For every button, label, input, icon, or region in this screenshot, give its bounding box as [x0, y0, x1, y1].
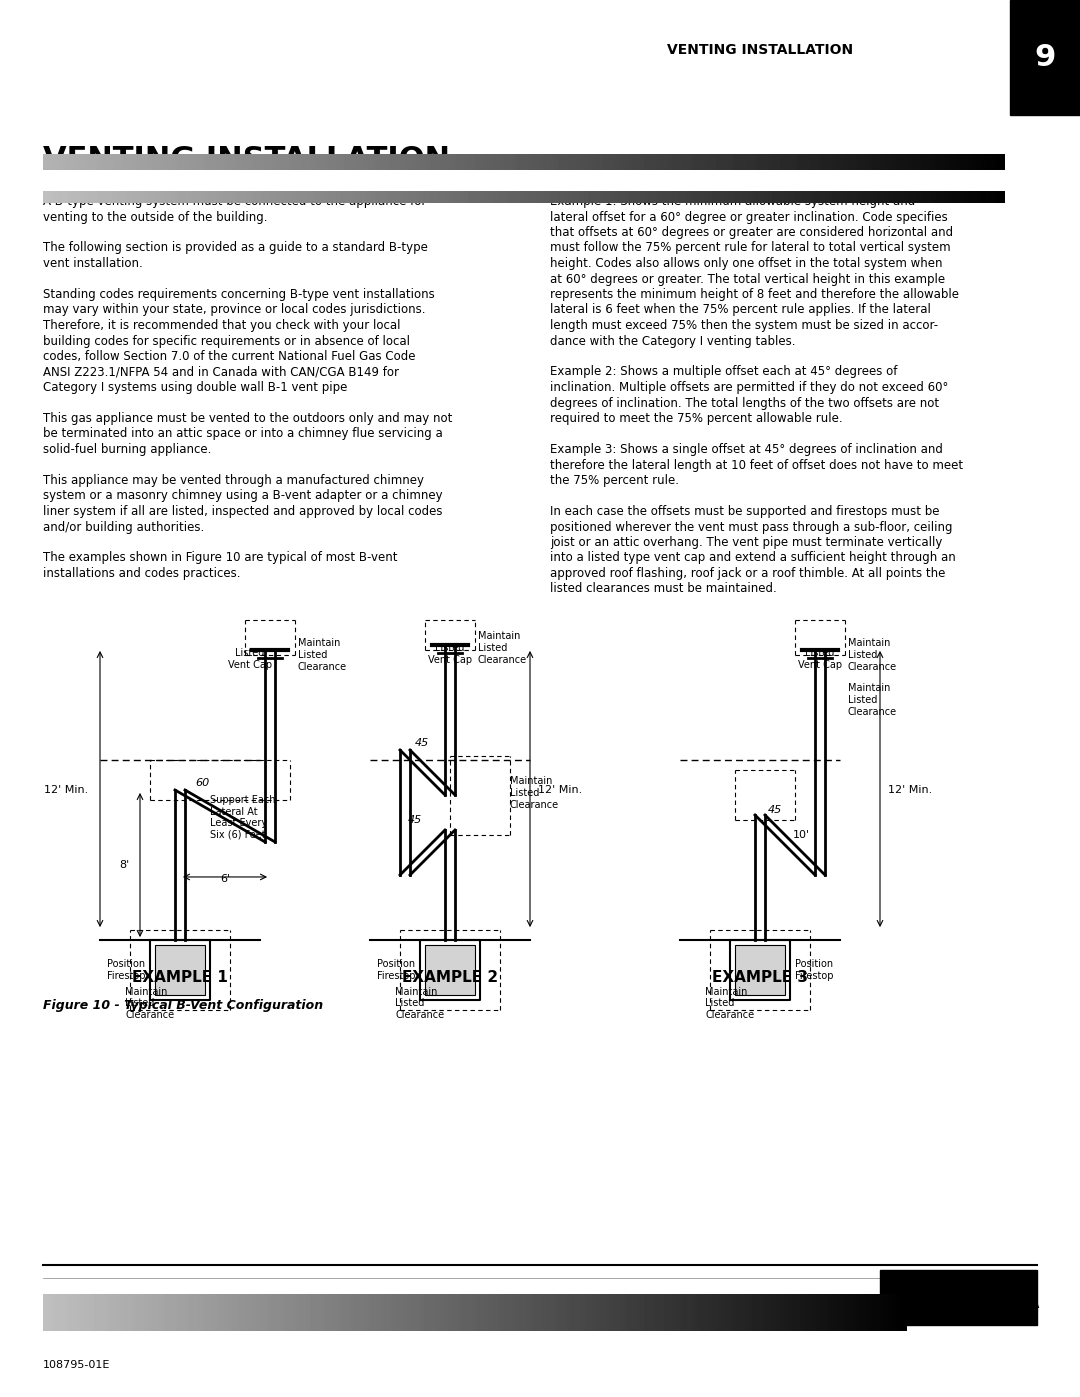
- Text: Position
Firestop: Position Firestop: [795, 960, 834, 981]
- Text: must follow the 75% percent rule for lateral to total vertical system: must follow the 75% percent rule for lat…: [550, 242, 950, 254]
- Text: ●: ●: [908, 1280, 942, 1317]
- Bar: [880, 1270, 1037, 1324]
- Text: This gas appliance must be vented to the outdoors only and may not: This gas appliance must be vented to the…: [43, 412, 453, 425]
- Text: approved roof flashing, roof jack or a roof thimble. At all points the: approved roof flashing, roof jack or a r…: [550, 567, 945, 580]
- Text: This appliance may be vented through a manufactured chimney: This appliance may be vented through a m…: [43, 474, 424, 488]
- Text: Listed
Vent Cap: Listed Vent Cap: [798, 648, 842, 671]
- Text: 108795-01E: 108795-01E: [43, 1361, 110, 1370]
- Text: positioned wherever the vent must pass through a sub-floor, ceiling: positioned wherever the vent must pass t…: [550, 521, 953, 534]
- Text: 60: 60: [195, 778, 210, 788]
- Text: installations and codes practices.: installations and codes practices.: [43, 567, 241, 580]
- Text: For more information, visit www.desatech.com: For more information, visit www.desatech…: [261, 1292, 619, 1308]
- Text: ANSI Z223.1/NFPA 54 and in Canada with CAN/CGA B149 for: ANSI Z223.1/NFPA 54 and in Canada with C…: [43, 366, 399, 379]
- Text: dance with the Category I venting tables.: dance with the Category I venting tables…: [550, 334, 796, 348]
- Text: the 75% percent rule.: the 75% percent rule.: [550, 474, 679, 488]
- Text: EXAMPLE 2: EXAMPLE 2: [402, 971, 498, 985]
- Text: vent installation.: vent installation.: [43, 257, 143, 270]
- Text: Maintain
Listed
Clearance: Maintain Listed Clearance: [510, 777, 559, 810]
- Text: Category I systems using double wall B-1 vent pipe: Category I systems using double wall B-1…: [43, 381, 348, 394]
- Text: Listed
Vent Cap: Listed Vent Cap: [228, 648, 272, 671]
- Text: The following section is provided as a guide to a standard B-type: The following section is provided as a g…: [43, 242, 428, 254]
- Text: 12' Min.: 12' Min.: [888, 785, 932, 795]
- Text: 12' Min.: 12' Min.: [44, 785, 87, 795]
- Text: 45: 45: [415, 738, 429, 747]
- Text: may vary within your state, province or local codes jurisdictions.: may vary within your state, province or …: [43, 303, 426, 317]
- Text: 6': 6': [220, 875, 230, 884]
- Text: Maintain
Listed
Clearance: Maintain Listed Clearance: [395, 986, 444, 1020]
- Text: codes, follow Section 7.0 of the current National Fuel Gas Code: codes, follow Section 7.0 of the current…: [43, 351, 416, 363]
- Text: system or a masonry chimney using a B-vent adapter or a chimney: system or a masonry chimney using a B-ve…: [43, 489, 443, 503]
- Text: Standing codes requirements concerning B-type vent installations: Standing codes requirements concerning B…: [43, 288, 435, 300]
- Text: degrees of inclination. The total lengths of the two offsets are not: degrees of inclination. The total length…: [550, 397, 940, 409]
- Text: be terminated into an attic space or into a chimney flue servicing a: be terminated into an attic space or int…: [43, 427, 443, 440]
- Text: Maintain
Listed
Clearance: Maintain Listed Clearance: [125, 986, 174, 1020]
- Text: VENTING INSTALLATION: VENTING INSTALLATION: [667, 43, 853, 57]
- Text: Support Each
Lateral At
Least Every
Six (6) Feet: Support Each Lateral At Least Every Six …: [210, 795, 275, 840]
- Text: VENTING INSTALLATION: VENTING INSTALLATION: [43, 145, 450, 175]
- Text: into a listed type vent cap and extend a sufficient height through an: into a listed type vent cap and extend a…: [550, 552, 956, 564]
- Text: therefore the lateral length at 10 feet of offset does not have to meet: therefore the lateral length at 10 feet …: [550, 458, 963, 472]
- Bar: [735, 944, 785, 995]
- Text: 12' Min.: 12' Min.: [538, 785, 582, 795]
- Text: that offsets at 60° degrees or greater are considered horizontal and: that offsets at 60° degrees or greater a…: [550, 226, 954, 239]
- Text: Listed
Vent Cap: Listed Vent Cap: [428, 644, 472, 665]
- Text: 8': 8': [120, 861, 130, 870]
- Text: Maintain
Listed
Clearance: Maintain Listed Clearance: [478, 631, 527, 665]
- Text: building codes for specific requirements or in absence of local: building codes for specific requirements…: [43, 334, 410, 348]
- Text: EXAMPLE 3: EXAMPLE 3: [712, 971, 808, 985]
- Text: Example 1: Shows the minimum allowable system height and: Example 1: Shows the minimum allowable s…: [550, 196, 915, 208]
- Text: EXAMPLE 1: EXAMPLE 1: [132, 971, 228, 985]
- Text: Position
Firestop: Position Firestop: [107, 960, 145, 981]
- Text: venting to the outside of the building.: venting to the outside of the building.: [43, 211, 268, 224]
- Text: solid-fuel burning appliance.: solid-fuel burning appliance.: [43, 443, 212, 455]
- Text: joist or an attic overhang. The vent pipe must terminate vertically: joist or an attic overhang. The vent pip…: [550, 536, 943, 549]
- Bar: [1010, 0, 1080, 115]
- Text: Example 3: Shows a single offset at 45° degrees of inclination and: Example 3: Shows a single offset at 45° …: [550, 443, 943, 455]
- Text: 10': 10': [793, 830, 810, 840]
- Text: and/or building authorities.: and/or building authorities.: [43, 521, 204, 534]
- Text: lateral offset for a 60° degree or greater inclination. Code specifies: lateral offset for a 60° degree or great…: [550, 211, 948, 224]
- Text: length must exceed 75% then the system must be sized in accor-: length must exceed 75% then the system m…: [550, 319, 939, 332]
- Bar: [156, 944, 205, 995]
- Text: The examples shown in Figure 10 are typical of most B-vent: The examples shown in Figure 10 are typi…: [43, 552, 397, 564]
- Text: 45: 45: [408, 814, 422, 826]
- Text: required to meet the 75% percent allowable rule.: required to meet the 75% percent allowab…: [550, 412, 842, 425]
- Text: Maintain
Listed
Clearance: Maintain Listed Clearance: [848, 638, 897, 672]
- Text: 9: 9: [1035, 42, 1055, 71]
- Bar: [426, 944, 475, 995]
- Text: Therefore, it is recommended that you check with your local: Therefore, it is recommended that you ch…: [43, 319, 401, 332]
- Text: In each case the offsets must be supported and firestops must be: In each case the offsets must be support…: [550, 504, 940, 518]
- Text: Figure 10 - Typical B-Vent Configuration: Figure 10 - Typical B-Vent Configuration: [43, 999, 323, 1011]
- Text: inclination. Multiple offsets are permitted if they do not exceed 60°: inclination. Multiple offsets are permit…: [550, 381, 948, 394]
- Text: represents the minimum height of 8 feet and therefore the allowable: represents the minimum height of 8 feet …: [550, 288, 959, 300]
- Text: DESA: DESA: [940, 1281, 1040, 1315]
- Text: liner system if all are listed, inspected and approved by local codes: liner system if all are listed, inspecte…: [43, 504, 443, 518]
- Text: A B-type venting system must be connected to the appliance for: A B-type venting system must be connecte…: [43, 196, 427, 208]
- Text: at 60° degrees or greater. The total vertical height in this example: at 60° degrees or greater. The total ver…: [550, 272, 945, 285]
- Text: listed clearances must be maintained.: listed clearances must be maintained.: [550, 583, 777, 595]
- Text: Maintain
Listed
Clearance: Maintain Listed Clearance: [705, 986, 754, 1020]
- Text: height. Codes also allows only one offset in the total system when: height. Codes also allows only one offse…: [550, 257, 943, 270]
- Text: 45: 45: [768, 805, 782, 814]
- Text: Example 2: Shows a multiple offset each at 45° degrees of: Example 2: Shows a multiple offset each …: [550, 366, 897, 379]
- Text: Maintain
Listed
Clearance: Maintain Listed Clearance: [848, 683, 897, 717]
- Text: Position
Firestop: Position Firestop: [377, 960, 415, 981]
- Text: Maintain
Listed
Clearance: Maintain Listed Clearance: [298, 638, 347, 672]
- Text: lateral is 6 feet when the 75% percent rule applies. If the lateral: lateral is 6 feet when the 75% percent r…: [550, 303, 931, 317]
